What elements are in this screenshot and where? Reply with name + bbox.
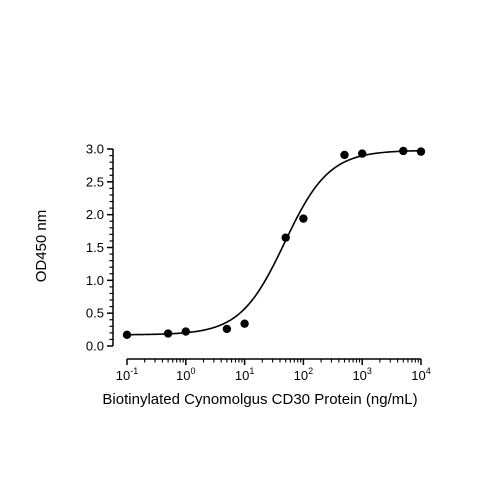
y-tick-label: 0.0: [86, 339, 104, 354]
y-tick-label: 3.0: [86, 142, 104, 157]
x-tick-label: 101: [235, 366, 254, 383]
y-tick-label: 1.0: [86, 273, 104, 288]
data-point: [122, 330, 132, 340]
data-point: [281, 233, 290, 242]
x-tick-label: 102: [294, 366, 313, 383]
data-point: [222, 324, 232, 334]
x-tick-label: 100: [176, 366, 195, 383]
data-point: [181, 327, 190, 336]
x-tick-label: 103: [352, 366, 371, 383]
y-tick-label: 0.5: [86, 306, 104, 321]
data-point: [358, 149, 367, 158]
data-point: [399, 146, 408, 156]
data-point: [240, 319, 249, 328]
data-point: [299, 214, 308, 223]
data-point: [416, 147, 426, 156]
fit-curve: [127, 149, 422, 336]
ticks: 0.0 0.5 1.0 1.5 2.0 2.5 3.0 10-1 100 101 102 103 104: [86, 142, 431, 384]
data-points: [122, 146, 426, 340]
x-axis-title: Biotinylated Cynomolgus CD30 Protein (ng…: [102, 391, 417, 408]
x-tick-label: 10-1: [116, 366, 138, 383]
axes: [112, 149, 421, 360]
y-tick-label: 1.5: [86, 240, 104, 255]
x-tick-label: 104: [411, 366, 430, 383]
y-axis-title: OD450 nm: [33, 210, 50, 283]
data-point: [163, 329, 173, 338]
y-tick-label: 2.0: [86, 207, 104, 222]
y-tick-label: 2.5: [86, 174, 104, 189]
data-point: [340, 150, 349, 160]
